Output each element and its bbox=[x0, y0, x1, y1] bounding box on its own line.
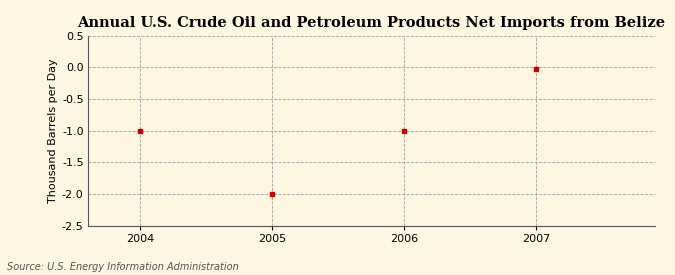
Y-axis label: Thousand Barrels per Day: Thousand Barrels per Day bbox=[48, 58, 57, 203]
Title: Annual U.S. Crude Oil and Petroleum Products Net Imports from Belize: Annual U.S. Crude Oil and Petroleum Prod… bbox=[77, 16, 666, 31]
Text: Source: U.S. Energy Information Administration: Source: U.S. Energy Information Administ… bbox=[7, 262, 238, 272]
